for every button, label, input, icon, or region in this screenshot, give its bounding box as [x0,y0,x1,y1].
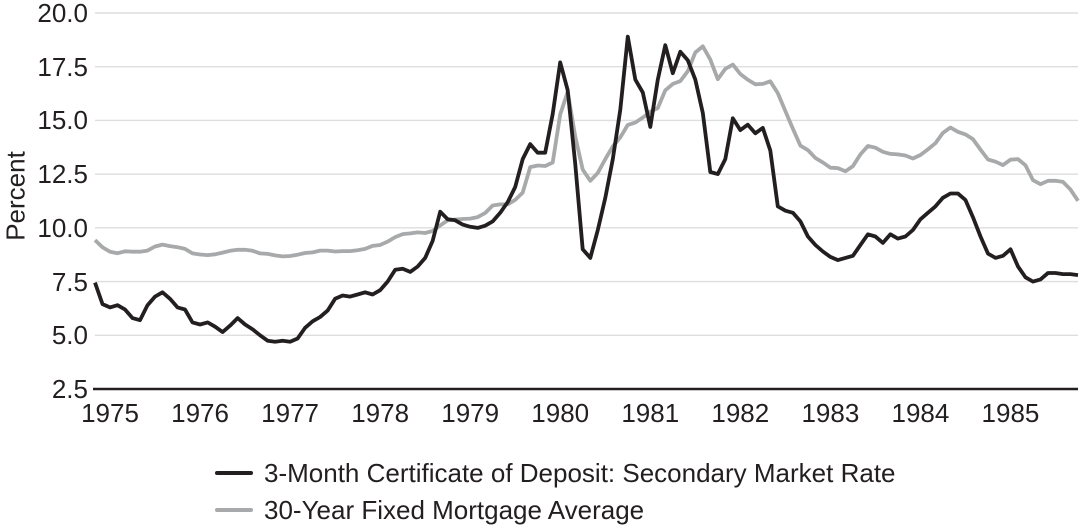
legend-item-mortgage: 30-Year Fixed Mortgage Average [215,495,896,525]
x-tick-label: 1975 [81,398,139,428]
legend: 3-Month Certificate of Deposit: Secondar… [215,458,896,525]
mortgage-line-label: 30-Year Fixed Mortgage Average [264,495,645,525]
y-tick-label: 20.0 [37,0,88,28]
y-tick-label: 7.5 [51,266,88,297]
x-tick-label: 1981 [621,398,680,428]
cd-line-swatch [215,471,253,475]
cd-line [93,34,1079,344]
y-tick-label: 10.0 [37,212,88,243]
cd-line-label: 3-Month Certificate of Deposit: Secondar… [264,458,896,488]
x-tick-label: 1976 [171,398,229,428]
x-tick-label: 1982 [711,398,770,428]
mortgage-line-swatch [215,508,253,512]
x-tick-label: 1979 [441,398,500,428]
y-tick-label: 17.5 [37,51,88,82]
x-tick-label: 1978 [351,398,410,428]
y-tick-label: 12.5 [37,159,88,190]
x-tick-label: 1977 [261,398,319,428]
y-tick-label: 2.5 [51,374,88,404]
legend-item-cd-rate: 3-Month Certificate of Deposit: Secondar… [215,458,896,488]
y-tick-label: 15.0 [37,105,88,136]
y-tick-label: 5.0 [51,320,88,351]
x-tick-label: 1983 [801,398,860,428]
x-tick-label: 1985 [981,398,1040,428]
mortgage-line [93,44,1080,259]
x-tick-label: 1980 [531,398,590,428]
x-tick-label: 1984 [891,398,950,428]
